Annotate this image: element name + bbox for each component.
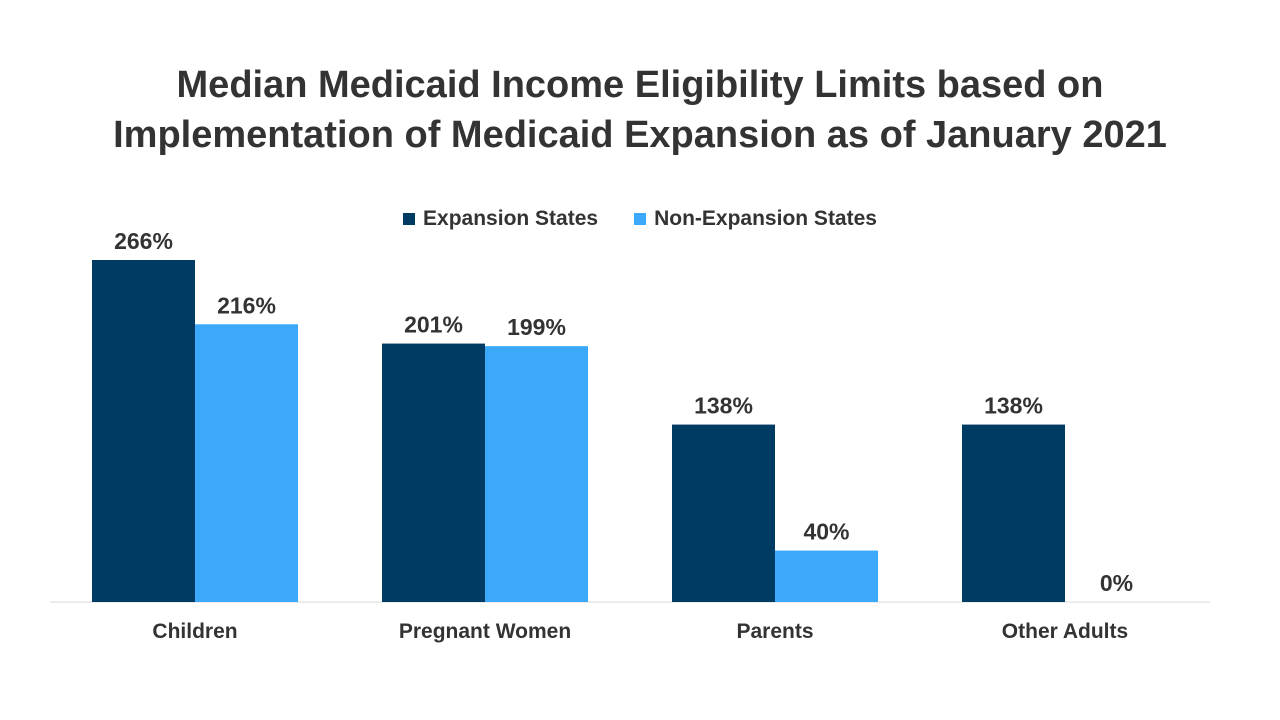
chart-title: Median Medicaid Income Eligibility Limit… (0, 60, 1280, 160)
category-label-children: Children (152, 620, 237, 643)
bar-non-expansion-stateschildren (195, 324, 298, 602)
chart-legend: Expansion States Non-Expansion States (0, 207, 1280, 231)
data-label-expansion-statesparents: 138% (694, 393, 753, 419)
legend-label-expansion: Expansion States (423, 207, 599, 230)
bar-expansion-statesparents (672, 424, 775, 602)
legend-item-expansion: Expansion States (403, 207, 598, 231)
legend-item-non-expansion: Non-Expansion States (634, 207, 877, 231)
data-label-expansion-statespregnant-women: 201% (404, 312, 463, 338)
legend-swatch-expansion (403, 213, 416, 225)
data-label-expansion-statesother-adults: 138% (984, 393, 1043, 419)
bar-non-expansion-statespregnant-women (485, 346, 588, 602)
legend-swatch-non-expansion (634, 213, 647, 225)
chart-title-line-2: Implementation of Medicaid Expansion as … (113, 114, 1167, 156)
data-label-non-expansion-statesparents: 40% (803, 519, 849, 545)
bar-expansion-stateschildren (92, 260, 195, 602)
bar-expansion-statesother-adults (962, 424, 1065, 602)
data-label-non-expansion-statespregnant-women: 199% (507, 314, 566, 340)
category-label-pregnant-women: Pregnant Women (399, 620, 571, 643)
category-label-parents: Parents (736, 620, 813, 643)
category-label-other-adults: Other Adults (1002, 620, 1128, 643)
bar-expansion-statespregnant-women (382, 343, 485, 602)
data-label-non-expansion-statesother-adults: 0% (1100, 570, 1133, 596)
legend-label-non-expansion: Non-Expansion States (654, 207, 877, 230)
data-label-expansion-stateschildren: 266% (114, 228, 173, 254)
chart-title-line-1: Median Medicaid Income Eligibility Limit… (176, 64, 1104, 106)
data-label-non-expansion-stateschildren: 216% (217, 292, 276, 318)
bar-non-expansion-statesparents (775, 550, 878, 602)
